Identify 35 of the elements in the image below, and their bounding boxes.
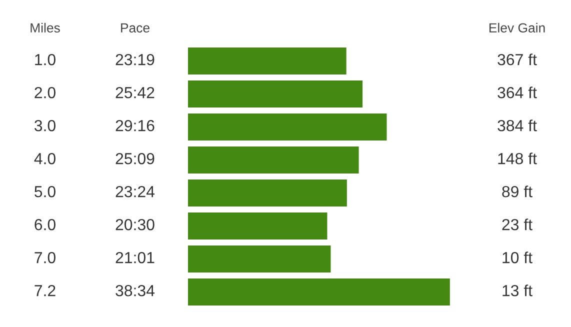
y-tick-label: 3.0	[34, 120, 56, 132]
text: Elev Gain	[489, 22, 545, 33]
text: 23 ft	[502, 218, 532, 230]
bar	[188, 80, 363, 108]
bar	[188, 113, 387, 141]
bar	[188, 245, 331, 273]
text: 10 ft	[502, 252, 532, 264]
text: 367 ft	[498, 54, 537, 66]
data-label: 25:09	[116, 152, 154, 164]
x-axis-title: Pace	[121, 23, 150, 33]
y-tick-label: 4.0	[34, 152, 56, 164]
text: 13 ft	[502, 284, 532, 296]
y-tick-label: 1.0	[35, 54, 56, 66]
data-label: 29:16	[116, 120, 154, 132]
text: 148 ft	[498, 152, 537, 164]
y-axis-title: Miles	[30, 22, 60, 33]
text: 89 ft	[502, 186, 532, 198]
y-tick-label: 7.0	[34, 252, 56, 264]
bar	[188, 278, 450, 306]
data-label: 25:42	[116, 86, 154, 98]
text: 384 ft	[498, 120, 537, 132]
y-tick-label: 5.0	[34, 186, 56, 198]
y-tick-label: 7.2	[34, 284, 56, 296]
text: 364 ft	[498, 86, 537, 98]
y-tick-label: 6.0	[34, 218, 56, 230]
data-label: 38:34	[116, 284, 155, 296]
bar	[188, 212, 328, 240]
data-label: 23:19	[116, 54, 154, 66]
data-label: 23:24	[116, 186, 155, 198]
bar	[188, 146, 359, 174]
bar	[188, 47, 346, 75]
data-label: 20:30	[116, 218, 154, 230]
y-tick-label: 2.0	[34, 86, 56, 98]
bar	[188, 179, 347, 207]
data-label: 21:01	[116, 252, 154, 264]
